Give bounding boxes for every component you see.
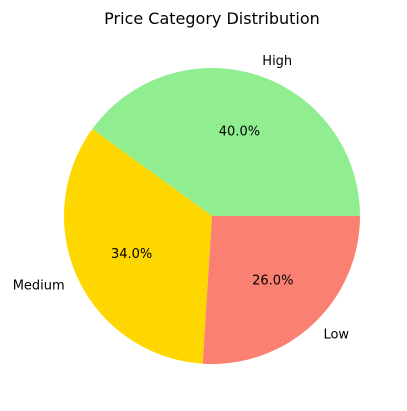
slice-label-low: Low bbox=[323, 328, 349, 343]
slice-label-high: High bbox=[262, 54, 292, 69]
pie-slice-low bbox=[202, 216, 360, 364]
slices-layer bbox=[64, 68, 360, 364]
pie-slice-medium bbox=[64, 129, 212, 364]
pct-label-high: 40.0% bbox=[219, 125, 260, 140]
slice-label-medium: Medium bbox=[13, 278, 65, 293]
pie-slice-high bbox=[92, 68, 360, 217]
pct-label-low: 26.0% bbox=[252, 274, 293, 289]
labels-layer: High 40.0% Medium 34.0% Low 26.0% bbox=[13, 54, 350, 343]
pct-label-medium: 34.0% bbox=[111, 247, 152, 262]
chart-title: Price Category Distribution bbox=[104, 9, 320, 28]
